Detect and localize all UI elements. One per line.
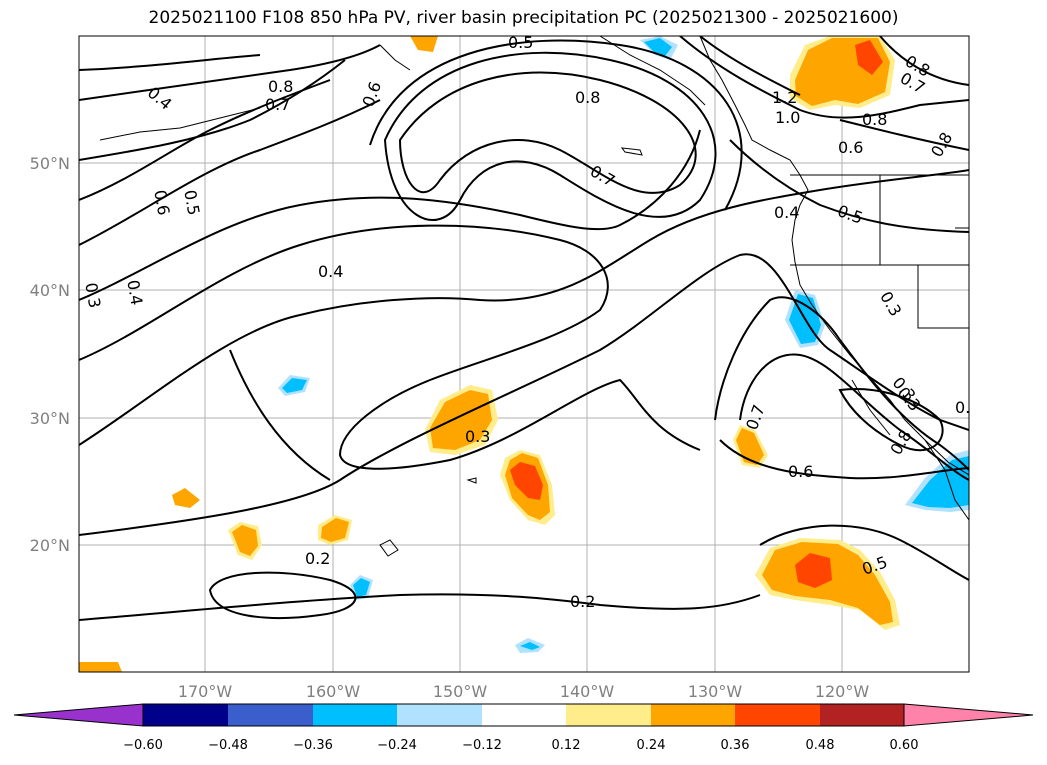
lon-label: 120°W xyxy=(815,682,870,701)
colorbar-swatch xyxy=(735,704,820,726)
lon-label: 140°W xyxy=(560,682,615,701)
contour-label: 0.5 xyxy=(955,398,980,417)
map-panel: 0.8 0.7 0.5 0.6 0.4 0.6 0.5 0.3 0.4 0.8 … xyxy=(78,33,980,673)
contour-label: 0.6 xyxy=(150,188,173,216)
latitude-labels: 50°N 40°N 30°N 20°N xyxy=(30,154,70,555)
lon-label: 130°W xyxy=(688,682,743,701)
colorbar-tick-label: −0.12 xyxy=(462,738,502,753)
lat-label: 30°N xyxy=(30,409,70,428)
colorbar-extend-low xyxy=(13,703,144,727)
contour-label: 0.6 xyxy=(788,462,813,481)
colorbar-swatch xyxy=(143,704,228,726)
colorbar-tick-label: 0.48 xyxy=(806,738,835,753)
colorbar-tick-label: −0.24 xyxy=(377,738,417,753)
contour-label: 1.2 xyxy=(772,88,797,107)
pv-contours xyxy=(79,36,969,621)
contour-label: 0.7 xyxy=(265,95,290,114)
map-frame xyxy=(78,35,970,673)
contour-label: 0.6 xyxy=(838,138,863,157)
colorbar-swatch xyxy=(313,704,397,726)
contour-label: 0.4 xyxy=(318,262,343,281)
colorbar-swatch xyxy=(397,704,482,726)
lat-label: 20°N xyxy=(30,536,70,555)
colorbar-extend-high xyxy=(903,703,1034,727)
lon-label: 170°W xyxy=(178,682,233,701)
precip-shading xyxy=(79,36,969,672)
coastlines xyxy=(99,36,969,557)
contour-label: 0.8 xyxy=(268,77,293,96)
colorbar-tick-label: 0.36 xyxy=(721,738,750,753)
colorbar-swatch xyxy=(651,704,735,726)
contour-label: 0.5 xyxy=(508,33,533,52)
lon-label: 150°W xyxy=(433,682,488,701)
colorbar-swatch xyxy=(820,704,904,726)
colorbar-tick-label: 0.60 xyxy=(890,738,919,753)
contour-label: 0.4 xyxy=(123,278,146,306)
contour-label: 0.2 xyxy=(570,592,595,611)
contour-label: 1.0 xyxy=(775,108,800,127)
contour-label: 0.3 xyxy=(465,427,490,446)
contour-label: 0.4 xyxy=(774,203,799,222)
colorbar-swatch xyxy=(566,704,651,726)
colorbar-tick-label: 0.12 xyxy=(552,738,581,753)
colorbar-tick-label: −0.48 xyxy=(208,738,248,753)
lon-label: 160°W xyxy=(306,682,361,701)
gridlines xyxy=(79,36,969,672)
contour-label: 0.2 xyxy=(305,549,330,568)
colorbar: −0.60 −0.48 −0.36 −0.24 −0.12 0.12 0.24 … xyxy=(13,703,1034,753)
colorbar-tick-label: 0.24 xyxy=(637,738,666,753)
contour-label: 0.8 xyxy=(862,110,887,129)
colorbar-swatch xyxy=(228,704,313,726)
colorbar-tick-label: −0.60 xyxy=(123,738,163,753)
colorbar-ticks: −0.60 −0.48 −0.36 −0.24 −0.12 0.12 0.24 … xyxy=(123,738,918,753)
map-title: 2025021100 F108 850 hPa PV, river basin … xyxy=(148,8,899,28)
contour-label: 0.5 xyxy=(180,188,203,216)
lat-label: 40°N xyxy=(30,281,70,300)
contour-label: 0.8 xyxy=(575,88,600,107)
colorbar-swatch xyxy=(482,704,566,726)
lat-label: 50°N xyxy=(30,154,70,173)
contour-label: 0.3 xyxy=(81,281,104,309)
longitude-labels: 170°W 160°W 150°W 140°W 130°W 120°W xyxy=(178,682,870,701)
colorbar-tick-label: −0.36 xyxy=(293,738,333,753)
